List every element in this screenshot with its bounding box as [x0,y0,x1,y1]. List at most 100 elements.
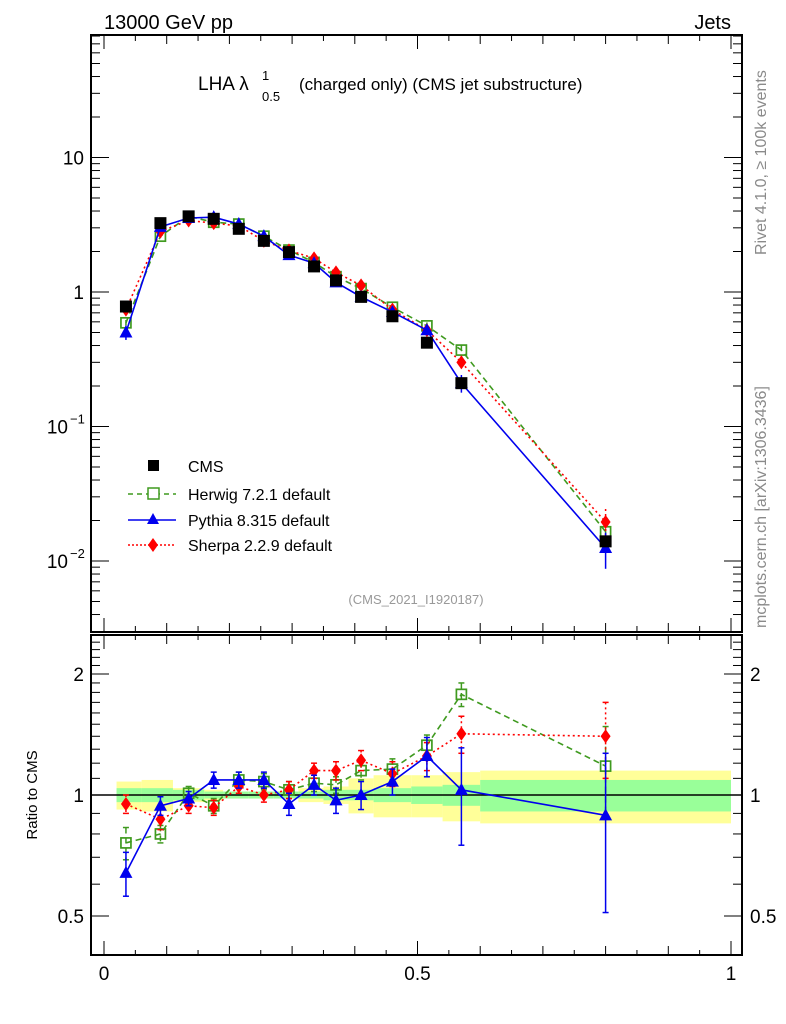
x-tick-labels: 0 0.5 1 [99,964,737,985]
ratio-series-line [125,732,606,821]
ratio-y-tick-label: 1 [73,786,84,807]
legend-marker-sherpa [148,538,158,552]
plot-title-rest: (charged only) (CMS jet substructure) [299,75,582,94]
data-point [207,212,220,225]
header-left-label: 13000 GeV pp [104,12,233,34]
ratio-frame [90,634,743,956]
legend-marker-herwig [147,487,160,500]
y-tick-label: 10 [63,149,84,170]
main-series [119,210,613,569]
data-point [119,300,132,313]
series-line [125,215,607,533]
data-point [600,514,611,529]
legend-item-cms: CMS [148,459,224,476]
rivet-version-label: Rivet 4.1.0, ≥ 100k events [753,70,770,255]
ratio-panel: 2 21 10.5 0.5 Ratio to CMS 0 0.5 1 [24,634,777,985]
ratio-series-pythia [119,736,613,914]
x-tick-label: 0.5 [404,964,430,985]
data-point [329,274,342,287]
series-cms [119,210,612,548]
data-point [455,377,468,390]
data-point [232,772,246,785]
ratio-y-axis-label: Ratio to CMS [24,750,41,839]
legend-label-pythia: Pythia 8.315 default [188,513,330,530]
data-point [599,535,612,548]
data-point [454,782,468,795]
x-tick-label: 0 [99,964,110,985]
data-point [385,774,399,787]
plot-title-main: LHA λ [198,74,249,95]
data-point [257,234,270,247]
y-tick-label: 10 [47,552,68,573]
data-point [329,793,343,806]
data-point [282,796,296,809]
data-point [119,865,133,878]
data-point [420,323,434,336]
data-point [355,290,368,303]
data-point [599,808,613,821]
data-point [455,344,468,356]
data-point [207,772,221,785]
data-point [120,796,131,811]
series-line [125,219,607,523]
ratio-y-tick-label-right: 0.5 [750,907,776,928]
data-point [282,246,295,259]
data-point [119,325,133,338]
data-point [456,355,467,370]
data-point [420,336,433,349]
data-point [420,749,434,762]
main-frame [90,34,743,633]
main-axis-ticks [91,35,742,632]
ratio-uncertainty-bands [116,770,731,824]
legend-item-pythia: Pythia 8.315 default [128,513,330,530]
data-point [120,837,132,849]
plot-title-subscript: 0.5 [262,89,280,104]
y-tick-exponent: −1 [70,412,85,427]
ratio-y-tick-label: 2 [73,665,84,686]
data-point [232,222,245,235]
data-point [356,753,367,768]
legend-marker-cms [148,460,159,471]
legend-item-herwig: Herwig 7.2.1 default [128,487,331,504]
data-point [154,217,167,230]
data-point [182,791,196,804]
y-tick-exponent: −2 [70,546,85,561]
legend-label-herwig: Herwig 7.2.1 default [188,487,331,504]
data-point [386,310,399,323]
data-point [455,688,468,701]
legend-item-sherpa: Sherpa 2.2.9 default [128,538,333,555]
ratio-y-tick-labels: 2 2 1 1 0.5 0.5 [58,665,777,928]
legend-label-cms: CMS [188,459,224,476]
x-tick-label: 1 [726,964,737,985]
data-point [308,260,321,273]
y-tick-label: 10 [47,418,68,439]
data-point [307,777,321,790]
data-point [182,210,195,223]
data-point [208,800,219,815]
ratio-series [119,682,613,914]
header-right-label: Jets [694,12,731,34]
ratio-y-tick-label-right: 1 [750,786,761,807]
legend-marker-pythia [147,513,159,524]
legend-label-sherpa: Sherpa 2.2.9 default [188,538,333,555]
data-point [600,729,611,744]
data-point [258,788,269,802]
plot-title-superscript: 1 [262,68,269,83]
data-point [330,763,341,778]
legend: CMS Herwig 7.2.1 default Pythia 8.315 de… [128,459,333,555]
data-point [456,726,467,741]
mcplots-label: mcplots.cern.ch [arXiv:1306.3436] [753,386,770,628]
data-point [354,788,368,800]
analysis-tag: (CMS_2021_I1920187) [348,592,483,607]
data-point [257,772,271,785]
data-point [309,763,320,778]
ratio-axis-ticks [91,635,742,955]
data-point [153,798,167,811]
ratio-y-tick-label: 0.5 [58,907,84,928]
y-tick-label: 1 [73,283,84,304]
data-point [356,278,367,293]
ratio-y-tick-label-right: 2 [750,665,761,686]
